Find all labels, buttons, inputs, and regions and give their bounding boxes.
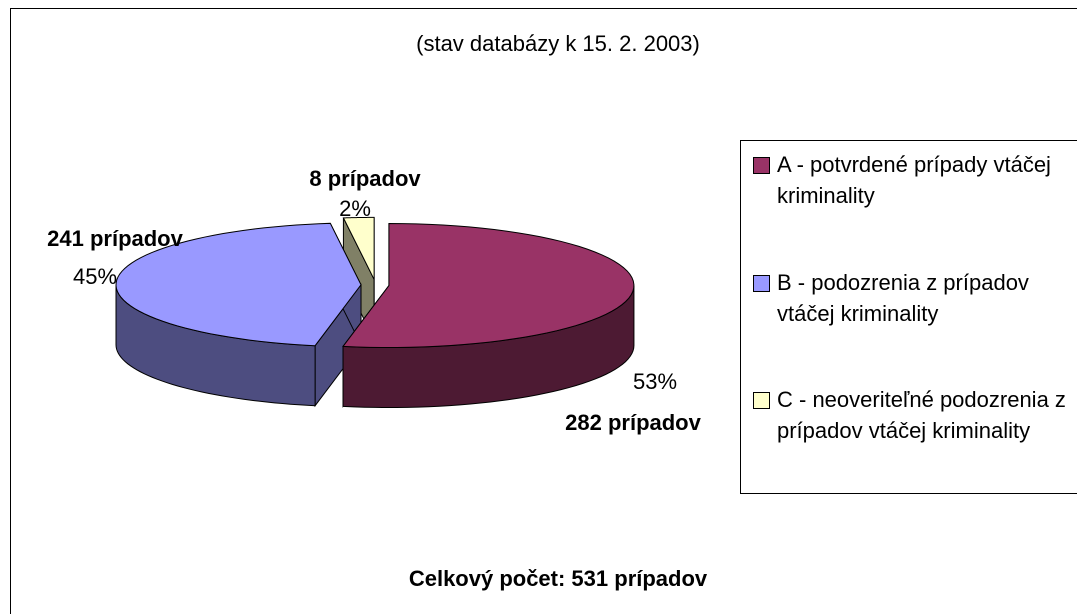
count-label: 241 prípadov <box>47 226 183 251</box>
data-label: 53% <box>633 369 677 394</box>
legend-item: B - podozrenia z prípadov vtáčej krimina… <box>753 267 1073 329</box>
legend-swatch <box>753 275 770 292</box>
footer: Celkový počet: 531 prípadov <box>409 566 708 591</box>
subtitle: (stav databázy k 15. 2. 2003) <box>416 31 700 56</box>
count-label: 8 prípadov <box>309 166 421 191</box>
legend-label: C - neoveriteľné podozrenia z prípadov v… <box>777 387 1066 443</box>
legend-swatch <box>753 157 770 174</box>
legend-swatch <box>753 392 770 409</box>
legend: A - potvrdené prípady vtáčej kriminality… <box>740 140 1077 494</box>
legend-item: A - potvrdené prípady vtáčej kriminality <box>753 149 1073 211</box>
slice-top <box>115 222 362 347</box>
data-label: 45% <box>73 264 117 289</box>
pie-slice <box>342 223 635 409</box>
legend-label: B - podozrenia z prípadov vtáčej krimina… <box>777 270 1029 326</box>
count-label: 282 prípadov <box>565 410 701 435</box>
legend-item: C - neoveriteľné podozrenia z prípadov v… <box>753 384 1073 446</box>
data-label: 2% <box>339 196 371 221</box>
legend-label: A - potvrdené prípady vtáčej kriminality <box>777 152 1051 208</box>
slice-top <box>342 223 635 349</box>
slice-top <box>342 216 375 280</box>
pie-slice <box>115 222 362 408</box>
